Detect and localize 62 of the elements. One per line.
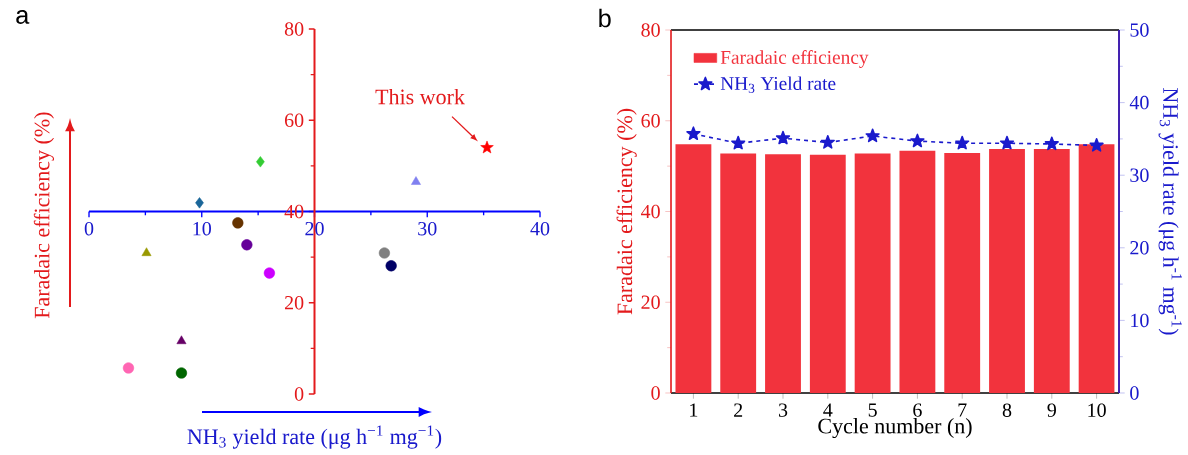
y2-tick-label: 40 — [1129, 95, 1149, 110]
y-tick-label: 80 — [284, 22, 304, 36]
y-tick-label: 0 — [294, 387, 304, 401]
y-tick-label: 40 — [641, 204, 660, 219]
x-axis-title: NH$_{3}$ yield rate (μg h$^{−1}$ mg$^{−1}$) — [187, 425, 442, 449]
y-tick-label: 60 — [284, 113, 304, 127]
point — [195, 197, 204, 209]
x-tick-label: 40 — [530, 221, 550, 236]
bar — [1078, 144, 1115, 393]
y-axis-title: Faradaic efficiency (%) — [33, 112, 55, 319]
point — [122, 362, 135, 374]
y2-tick-label: 0 — [1130, 386, 1139, 400]
x-tick-label: 5 — [868, 403, 877, 417]
bar — [809, 154, 846, 393]
point — [263, 267, 276, 279]
point — [141, 247, 152, 256]
x-tick-label: 30 — [418, 221, 437, 236]
y2-axis-title: NH$_{3}$ yield rate (μg h$^{-1}$ mg$^{-1}$) — [1158, 88, 1182, 335]
x-tick-label: 10 — [1088, 403, 1106, 417]
point — [176, 335, 187, 345]
annotation: This work — [375, 88, 465, 105]
y2-tick-label: 50 — [1130, 23, 1149, 37]
x-tick-label: 4 — [823, 403, 833, 417]
y2-tick-label: 20 — [1130, 241, 1149, 255]
bar — [989, 148, 1025, 393]
bar — [675, 144, 712, 393]
y-tick-label: 0 — [651, 386, 660, 400]
point — [378, 247, 391, 259]
y-tick-label: 80 — [641, 23, 660, 37]
bar — [720, 153, 757, 393]
x-tick-label: 8 — [1002, 403, 1012, 417]
x-tick-label: 9 — [1047, 403, 1056, 417]
bar — [854, 153, 891, 393]
y-tick-label: 20 — [641, 295, 660, 309]
chart-title: a — [16, 10, 30, 24]
y-tick-label: 20 — [284, 296, 304, 310]
point — [411, 176, 421, 185]
x-tick-label: 2 — [734, 403, 743, 417]
point — [232, 217, 244, 229]
x-axis-title: Cycle number (n) — [818, 418, 972, 439]
x-tick-label: 0 — [84, 221, 94, 236]
x-tick-label: 3 — [778, 403, 788, 417]
bar — [899, 150, 936, 393]
bar — [765, 154, 801, 393]
bar — [1033, 148, 1070, 393]
point — [480, 140, 494, 154]
legend-label: Faradaic efficiency — [720, 50, 869, 68]
y2-tick-label: 10 — [1131, 313, 1149, 328]
bar — [944, 152, 981, 393]
point — [385, 260, 397, 272]
point — [241, 239, 253, 251]
point — [175, 367, 188, 379]
x-tick-label: 10 — [193, 221, 211, 236]
legend-label: NH$_{3}$ Yield rate — [720, 76, 836, 93]
x-tick-label: 6 — [913, 403, 922, 417]
y-tick-label: 60 — [641, 114, 660, 128]
y2-tick-label: 30 — [1130, 168, 1149, 182]
x-tick-label: 1 — [690, 403, 698, 417]
y-axis-title: Faradaic efficiency (%) — [616, 108, 637, 315]
x-tick-label: 7 — [958, 403, 967, 417]
point — [256, 156, 265, 168]
chart-title: b — [599, 8, 611, 28]
